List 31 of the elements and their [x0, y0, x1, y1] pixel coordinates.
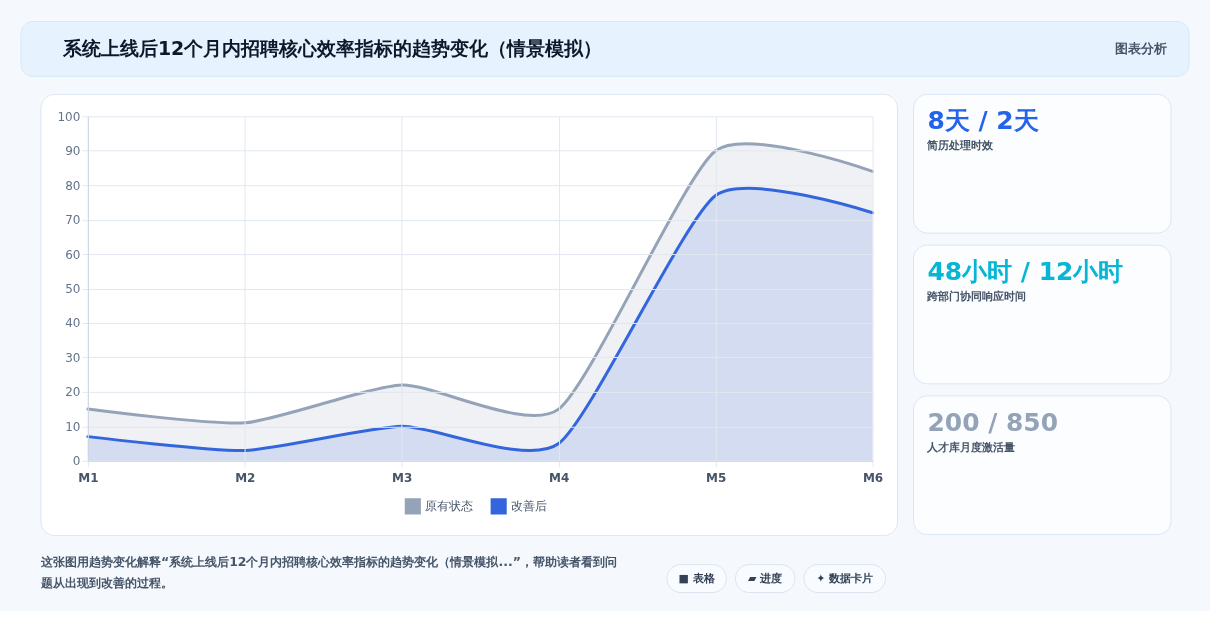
x-tick-label: M2 — [235, 471, 256, 486]
text: 200 / 850 — [927, 407, 1059, 437]
y-tick-label: 100 — [57, 109, 81, 124]
x-tick-label: M1 — [78, 471, 99, 486]
text: ■ 表格 — [678, 571, 716, 585]
x-tick-label: M6 — [862, 471, 884, 486]
y-tick-label: 10 — [65, 419, 81, 434]
legend-label: 改善后 — [511, 499, 548, 514]
text: ▰ 进度 — [748, 571, 783, 585]
x-tick-label: M4 — [549, 471, 570, 486]
y-tick-label: 60 — [65, 247, 81, 262]
text: 跨部门协同响应时间 — [926, 289, 1027, 304]
text: ✦ 数据卡片 — [816, 571, 874, 585]
text: 8天 / 2天 — [927, 106, 1039, 136]
legend-label: 原有状态 — [425, 499, 474, 514]
x-tick-label: M5 — [705, 471, 727, 486]
y-tick-label: 40 — [65, 316, 81, 331]
text: 简历处理时效 — [926, 138, 995, 153]
x-tick-label: M3 — [392, 471, 413, 486]
text: 这张图用趋势变化解释“系统上线后12个月内招聘核心效率指标的趋势变化（情景模拟...”，帮助读者看到问题从出现到改善的过程。 — [39, 553, 617, 590]
y-tick-label: 30 — [65, 350, 81, 365]
y-tick-label: 70 — [65, 213, 81, 228]
y-tick-label: 80 — [65, 178, 81, 193]
y-tick-label: 90 — [65, 144, 81, 159]
text: 48小时 / 12小时 — [927, 257, 1124, 287]
y-tick-label: 0 — [72, 454, 81, 469]
y-tick-label: 50 — [65, 282, 81, 297]
chart-title: 系统上线后12个月内招聘核心效率指标的趋势变化（情景模拟） — [61, 37, 603, 60]
text: 人才库月度激活量 — [926, 439, 1016, 454]
y-tick-label: 20 — [65, 385, 81, 400]
text: 图表分析 — [1115, 41, 1168, 57]
